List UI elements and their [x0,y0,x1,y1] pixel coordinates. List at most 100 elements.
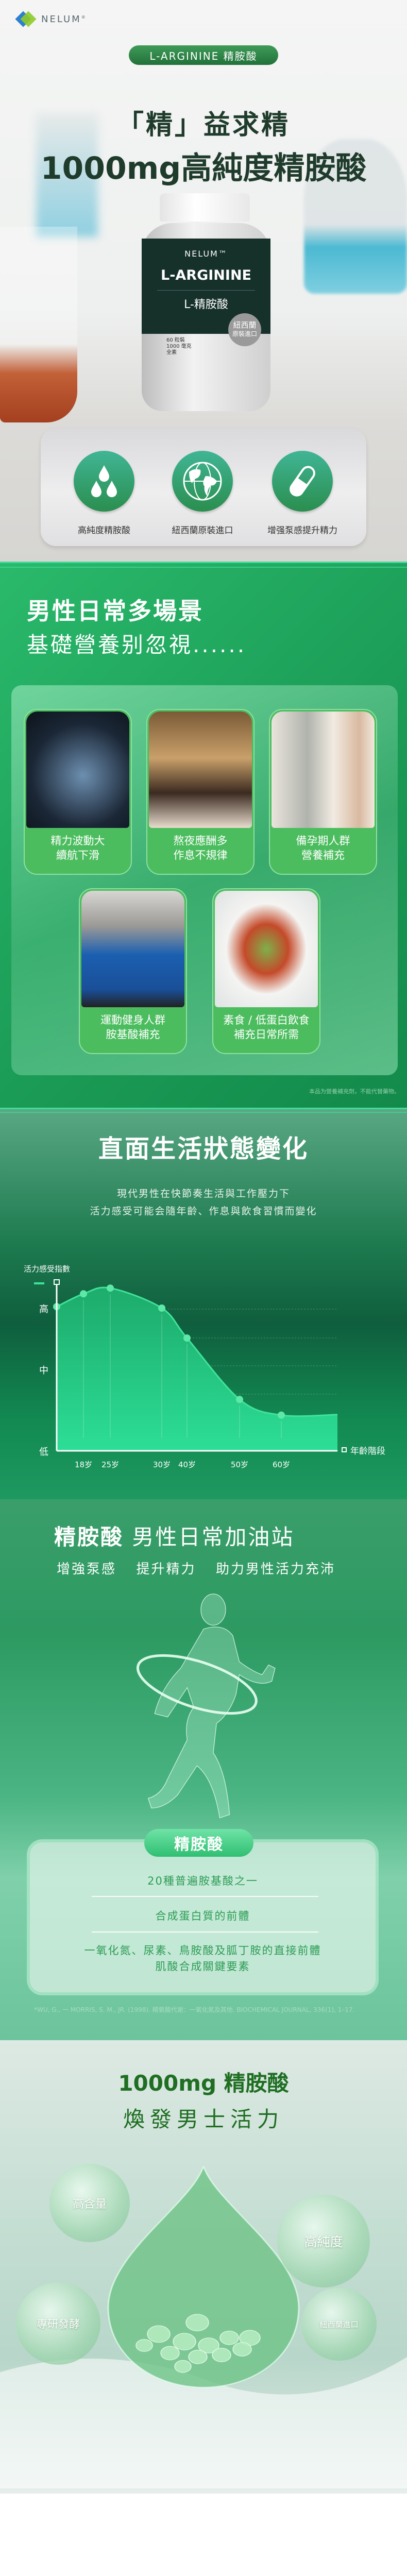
runner-subtitle: 增強泵感 提升精力 助力男性活力充沛 [57,1562,336,1577]
caption-line: 備孕期人群 [296,835,350,847]
feature-bubble: 專研發酵 [16,2282,100,2365]
data-point [183,1334,191,1342]
feature-card: 高純度精胺酸 紐西蘭原裝進口 增强泵感提升精力 [41,428,366,546]
product-badge: L-ARGININE 精胺酸 [129,45,278,65]
feature-bubble: 高含量 [49,2164,130,2242]
fact-line: 合成蛋白質的前體 [155,1910,250,1922]
registered-mark: ® [81,14,87,20]
feature-item: 紐西蘭原裝進口 [151,451,254,536]
bottle-label: NELUM™ L-ARGININE L-精胺酸 紐西蘭 原裝進口 [142,239,270,346]
bottle-jar: NELUM™ L-ARGININE L-精胺酸 紐西蘭 原裝進口 60 粒裝 10… [142,223,270,411]
drop-section: 1000mg 精胺酸 煥發男士活力 高含量 高純度 專研發酵 紐西蘭進口 [0,2040,407,2494]
fact-line: 20種普遍胺基酸之一 [147,1875,258,1887]
drop-title: 1000mg 精胺酸 [118,2071,289,2096]
product-bottle-image: NELUM™ L-ARGININE L-精胺酸 紐西蘭 原裝進口 60 粒裝 10… [142,193,270,412]
x-tick-label: 25岁 [101,1460,119,1469]
divider [0,1108,407,1109]
caption-line: 補充日常所需 [234,1028,299,1041]
vitality-section: 直面生活狀態變化 現代男性在快節奏生活與工作壓力下 活力感受可能会隨年齡、作息與… [0,1108,407,1499]
fact-divider [92,1931,318,1933]
spec-count: 60 粒裝 [166,337,185,343]
y-axis-label: 活力感受指數 [24,1264,70,1274]
salad-photo [215,891,318,1007]
arginine-facts-card: 20種普遍胺基酸之一 合成蛋白質的前體 一氧化氮、尿素、鳥胺酸及胍丁胺的直接前體… [27,1839,379,1995]
caption-line: 續航下滑 [56,849,99,861]
runner-title: 精胺酸 男性日常加油站 [54,1520,294,1551]
couple-arguing-photo [26,711,129,828]
title-rest: 男性日常加油站 [124,1524,295,1550]
spec-vegan: 全素 [166,350,177,355]
bottle-spec: 60 粒裝 1000 毫克 全素 [166,337,192,356]
blue-flask-image [304,139,407,294]
x-axis-cap [342,1447,347,1452]
feature-item: 高純度精胺酸 [53,451,156,536]
scenes-section: 男性日常多場景 基礎營養别忽視...... 精力波動大 續航下滑 熬夜應酬多 作息不… [0,562,407,1108]
caption-line: 運動健身人群 [100,1014,165,1026]
x-axis-label: 年齡階段 [350,1446,385,1456]
subtitle-line: 活力感受可能会隨年齡、作息與飲食習慣而變化 [90,1206,317,1217]
x-tick-label: 40岁 [178,1460,196,1469]
scenes-subtitle: 基礎營養别忽視...... [27,632,247,657]
caption-line: 精力波動大 [50,835,105,847]
subtitle-line: 現代男性在快節奏生活與工作壓力下 [116,1188,290,1199]
caption-line: 熬夜應酬多 [173,835,228,847]
divider [0,562,407,563]
fact-line: 肌酸合成關鍵要素 [155,1960,250,1973]
label-divider [157,290,255,291]
scene-card: 熬夜應酬多 作息不規律 [146,709,255,875]
scene-caption: 素食 / 低蛋白飲食 補充日常所需 [213,1013,319,1042]
drop-subtitle: 煥發男士活力 [123,2107,284,2132]
divider [0,567,407,568]
scenes-panel: 精力波動大續航下滑 熬夜應酬多 作息不規律 備孕期人群營養補充 運動健身人群 胺基酸… [11,685,398,1075]
feature-item: 增强泵感提升精力 [251,451,354,536]
vitality-title: 直面生活狀態變化 [98,1134,309,1163]
blurred-beaker-image [36,113,98,237]
citation: *WU, G., 一 MORRIS, S. M., JR. (1998). 精氨… [34,2006,355,2013]
red-flask-image [0,227,77,422]
area-fill [57,1287,337,1451]
vitality-subtitle: 現代男性在快節奏生活與工作壓力下 活力感受可能会隨年齡、作息與飲食習慣而變化 [0,1185,407,1220]
feature-bubble: 高純度 [277,2195,370,2287]
origin-seal: 紐西蘭 原裝進口 [228,313,261,346]
seal-line1: 紐西蘭 [233,320,257,330]
x-tick-label: 50岁 [231,1460,248,1469]
seal-line2: 原裝進口 [232,330,257,337]
scene-card: 精力波動大 續航下滑 [24,709,132,875]
scene-caption: 備孕期人群 營養補充 [270,834,376,862]
scene-card: 備孕期人群 營養補充 [269,709,377,875]
data-point [278,1411,285,1419]
divider [0,1112,407,1113]
green-drop-image [0,2166,407,2488]
feature-label: 高純度精胺酸 [78,526,130,536]
data-point [107,1284,114,1292]
brand-name: NELUM [41,13,81,25]
feature-label: 增强泵感提升精力 [267,526,337,536]
fact-divider [92,1896,318,1897]
vitality-chart: 活力感受指數 年齡階段 高中低 18岁 25岁 30岁 40岁 50岁 60岁 [24,1264,385,1469]
bottle-name-en: L-ARGININE [161,267,251,283]
disclaimer: 本品为營養補充劑，不能代替藥物。 [309,1088,400,1095]
hero-section: NELUM® L-ARGININE 精胺酸 「精」益求精 1000mg高純度精胺… [0,0,407,562]
y-tick-label: 低 [39,1447,48,1458]
x-tick-label: 18岁 [75,1460,92,1469]
scene-caption: 運動健身人群 胺基酸補充 [80,1013,186,1042]
hero-subtitle: 1000mg高純度精胺酸 [40,150,367,187]
scene-caption: 精力波動大 續航下滑 [25,834,131,862]
arginine-badge: 精胺酸 [144,1829,253,1857]
y-tick-label: 高 [39,1304,48,1315]
caption-line: 素食 / 低蛋白飲食 [223,1014,310,1026]
business-dinner-photo [149,711,252,828]
droplets-icon [74,451,134,512]
data-point [236,1396,243,1403]
x-tick-label: 60岁 [273,1460,290,1469]
bottle-name-zh: L-精胺酸 [184,298,228,311]
data-point [80,1290,87,1298]
couple-smiling-photo [272,711,375,828]
data-point [158,1304,165,1312]
glass-runner-figure [136,1594,276,1819]
title-bold: 精胺酸 [54,1524,124,1550]
fact-line: 一氧化氮、尿素、鳥胺酸及胍丁胺的直接前體 [84,1944,321,1957]
brand-logo[interactable]: NELUM® [15,11,87,27]
hero-title: 「精」益求精 [116,110,290,141]
caption-line: 營養補充 [301,849,345,861]
